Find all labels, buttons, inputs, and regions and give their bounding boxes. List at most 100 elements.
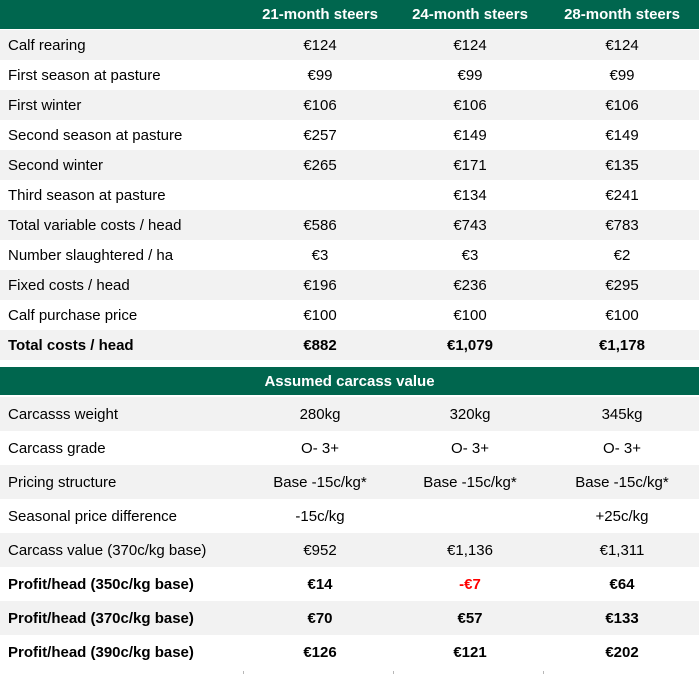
table-row: Fixed costs / head €196 €236 €295 [0, 270, 699, 300]
costs-section: Calf rearing €124 €124 €124 First season at … [0, 30, 699, 360]
cell-value: €586 [303, 216, 337, 234]
cell-value: €100 [303, 306, 337, 324]
cell-value: €882 [303, 336, 337, 354]
cell-value: -15c/kg [295, 507, 345, 525]
cell-value: €100 [605, 306, 639, 324]
cell-value: €149 [605, 126, 639, 144]
row-label: Calf purchase price [8, 306, 138, 324]
carcass-section-title: Assumed carcass value [264, 372, 435, 390]
cell-value: €14 [307, 575, 333, 593]
cell-value: €783 [605, 216, 639, 234]
cell-value: €171 [453, 156, 487, 174]
table-row: Profit/head (390c/kg base) €126 €121 €202 [0, 635, 699, 669]
cell-value: €106 [303, 96, 337, 114]
cell-value: €121 [453, 643, 487, 661]
row-label: Seasonal price difference [8, 507, 177, 525]
row-label: Carcass grade [8, 439, 106, 457]
cell-value: €134 [453, 186, 487, 204]
cell-value: 345kg [601, 405, 643, 423]
table-row: Pricing structure Base -15c/kg* Base -15c/… [0, 465, 699, 499]
cell-value: €124 [303, 36, 337, 54]
table-row: Seasonal price difference -15c/kg +25c/kg [0, 499, 699, 533]
table-row: Calf purchase price €100 €100 €100 [0, 300, 699, 330]
cell-value: €1,311 [599, 541, 645, 559]
cell-value: €57 [457, 609, 483, 627]
cell-value: O- 3+ [603, 439, 641, 457]
cell-value: €124 [453, 36, 487, 54]
cell-value: €149 [453, 126, 487, 144]
cell-value: €99 [307, 66, 333, 84]
cell-value: €100 [453, 306, 487, 324]
cell-value: -€7 [459, 575, 481, 593]
row-label: Number slaughtered / ha [8, 246, 174, 264]
cell-value: €124 [605, 36, 639, 54]
section-divider [0, 360, 699, 367]
row-label: Carcasss weight [8, 405, 119, 423]
cell-value: €70 [307, 609, 333, 627]
cell-value: €952 [303, 541, 337, 559]
column-header-28-month: 28-month steers [564, 6, 680, 23]
cell-value: €99 [609, 66, 635, 84]
cell-value: €126 [303, 643, 337, 661]
table-row: Total variable costs / head €586 €743 €783 [0, 210, 699, 240]
cell-value: €106 [453, 96, 487, 114]
column-header-row: 21-month steers 24-month steers 28-month… [0, 0, 699, 30]
cell-value: €295 [605, 276, 639, 294]
row-label: Carcass value (370c/kg base) [8, 541, 207, 559]
table-row: Second season at pasture €257 €149 €149 [0, 120, 699, 150]
row-label: Profit/head (370c/kg base) [8, 609, 194, 627]
cell-value: O- 3+ [301, 439, 339, 457]
table-row: Profit/head (350c/kg base) €14 -€7 €64 [0, 567, 699, 601]
cell-value: €64 [609, 575, 635, 593]
cell-value: €241 [605, 186, 639, 204]
cell-value: €1,178 [599, 336, 645, 354]
column-header-24-month: 24-month steers [412, 6, 528, 23]
row-label: Fixed costs / head [8, 276, 130, 294]
table-row: Profit/head (370c/kg base) €70 €57 €133 [0, 601, 699, 635]
cell-value: €3 [461, 246, 479, 264]
cell-value: +25c/kg [595, 507, 649, 525]
table-row: First winter €106 €106 €106 [0, 90, 699, 120]
row-label: Pricing structure [8, 473, 117, 491]
cell-value: €202 [605, 643, 639, 661]
cell-value: €257 [303, 126, 337, 144]
carcass-section-header: Assumed carcass value [0, 367, 699, 395]
cell-value: €135 [605, 156, 639, 174]
row-label: Profit/head (350c/kg base) [8, 575, 194, 593]
cell-value: €133 [605, 609, 639, 627]
cell-value: €106 [605, 96, 639, 114]
column-tick [543, 671, 544, 674]
row-label: First season at pasture [8, 66, 161, 84]
table-row: Carcass grade O- 3+ O- 3+ O- 3+ [0, 431, 699, 465]
column-tick [243, 671, 244, 674]
column-header-21-month: 21-month steers [262, 6, 378, 23]
cell-value: €236 [453, 276, 487, 294]
cell-value: Base -15c/kg* [575, 473, 669, 491]
table-row: Calf rearing €124 €124 €124 [0, 30, 699, 60]
row-label: Total costs / head [8, 336, 134, 354]
cell-value: €3 [311, 246, 329, 264]
table-row: Number slaughtered / ha €3 €3 €2 [0, 240, 699, 270]
cell-value: €1,136 [447, 541, 493, 559]
cell-value: O- 3+ [451, 439, 489, 457]
row-label: Profit/head (390c/kg base) [8, 643, 194, 661]
cell-value: €743 [453, 216, 487, 234]
cell-value: €196 [303, 276, 337, 294]
cell-value: €265 [303, 156, 337, 174]
carcass-section: Carcasss weight 280kg 320kg 345kg Carcass gr… [0, 397, 699, 669]
table-row: First season at pasture €99 €99 €99 [0, 60, 699, 90]
column-tick [393, 671, 394, 674]
cell-value: Base -15c/kg* [273, 473, 367, 491]
bottom-edge-strip [0, 669, 699, 675]
row-label: Total variable costs / head [8, 216, 182, 234]
cell-value: 280kg [299, 405, 341, 423]
table-row: Total costs / head €882 €1,079 €1,178 [0, 330, 699, 360]
row-label: Third season at pasture [8, 186, 166, 204]
table-row: Second winter €265 €171 €135 [0, 150, 699, 180]
cell-value: €2 [613, 246, 631, 264]
cell-value: €1,079 [447, 336, 493, 354]
table-row: Third season at pasture €134 €241 [0, 180, 699, 210]
row-label: Second season at pasture [8, 126, 183, 144]
row-label: Second winter [8, 156, 104, 174]
